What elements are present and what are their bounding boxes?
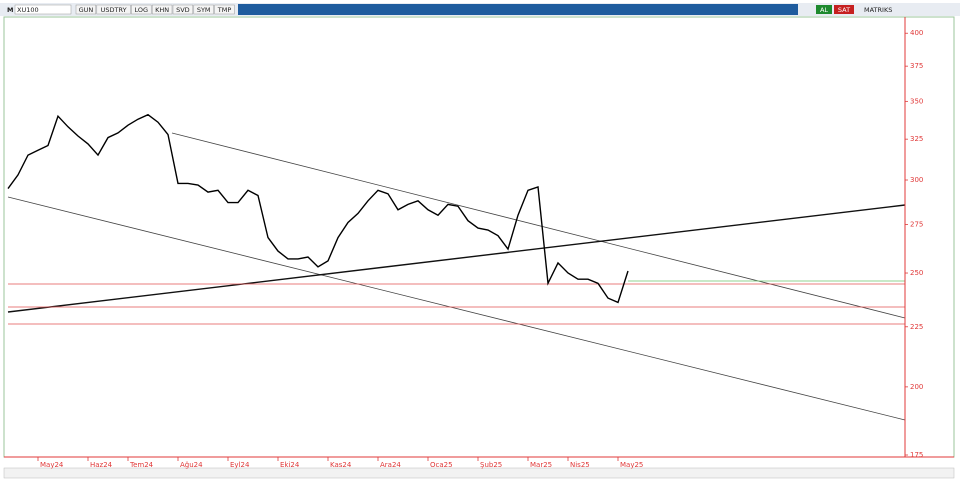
x-tick-label: Haz24 (90, 461, 113, 469)
x-tick-label: Mar25 (530, 461, 552, 469)
scrollbar[interactable] (3, 467, 955, 479)
y-tick-label: 350 (910, 97, 923, 105)
y-tick-label: 325 (910, 135, 923, 143)
toolbar-button-label: TMP (217, 6, 232, 14)
y-tick-label: 275 (910, 220, 923, 228)
sell-label: SAT (838, 6, 850, 14)
x-tick-label: Eki24 (280, 461, 300, 469)
buy-button[interactable] (816, 5, 832, 14)
brand: MATRIKS (864, 6, 892, 14)
toolbar-button[interactable] (214, 4, 235, 15)
y-tick-label: 400 (910, 29, 923, 37)
y-tick-label: 225 (910, 323, 923, 331)
buy-label: AL (820, 6, 828, 14)
toolbar-button-label: GUN (79, 6, 94, 14)
symbol-box[interactable] (14, 4, 72, 15)
toolbar-button-label: KHN (155, 6, 169, 14)
toolbar-button[interactable] (75, 4, 97, 15)
x-tick-label: Ara24 (380, 461, 401, 469)
y-tick-label: 375 (910, 62, 923, 70)
x-tick-label: Kas24 (330, 461, 352, 469)
x-tick-label: Ağu24 (180, 461, 203, 469)
y-tick-label: 300 (910, 176, 923, 184)
y-tick-label: 200 (910, 383, 923, 391)
price-line (7, 113, 629, 304)
x-tick-label: Oca25 (430, 461, 453, 469)
toolbar-buttons: GUN USDTRY LOG KHN SVD SYM TMP (75, 4, 235, 15)
trendline (7, 204, 906, 313)
symbol-prefix: M (7, 6, 13, 14)
symbol: XU100 (17, 6, 39, 14)
x-tick-label: Eyl24 (230, 461, 250, 469)
y-tick-label: 250 (910, 269, 923, 277)
toolbar-button-label: LOG (135, 6, 149, 14)
trendline (7, 196, 906, 421)
toolbar-button[interactable] (96, 4, 131, 15)
toolbar-button-label: USDTRY (101, 6, 127, 14)
toolbar-button[interactable] (172, 4, 194, 15)
toolbar-button-label: SYM (197, 6, 211, 14)
x-tick-label: May24 (40, 461, 64, 469)
x-tick-label: Şub25 (480, 461, 502, 469)
toolbar-button-label: SVD (176, 6, 190, 14)
y-tick-label: 175 (910, 451, 923, 459)
toolbar-button[interactable] (193, 4, 214, 15)
x-tick-label: Tem24 (129, 461, 154, 469)
x-tick-label: May25 (620, 461, 643, 469)
plot: 175 200 225 250 275 300 325 350 375 400 May24 Haz24… (7, 29, 923, 469)
toolbar-fill (238, 4, 798, 15)
sell-button[interactable] (834, 5, 854, 14)
annotations (7, 132, 906, 421)
trendline (171, 132, 906, 319)
toolbar-button[interactable] (151, 4, 173, 15)
x-tick-label: Nis25 (570, 461, 590, 469)
toolbar-button[interactable] (131, 4, 152, 15)
